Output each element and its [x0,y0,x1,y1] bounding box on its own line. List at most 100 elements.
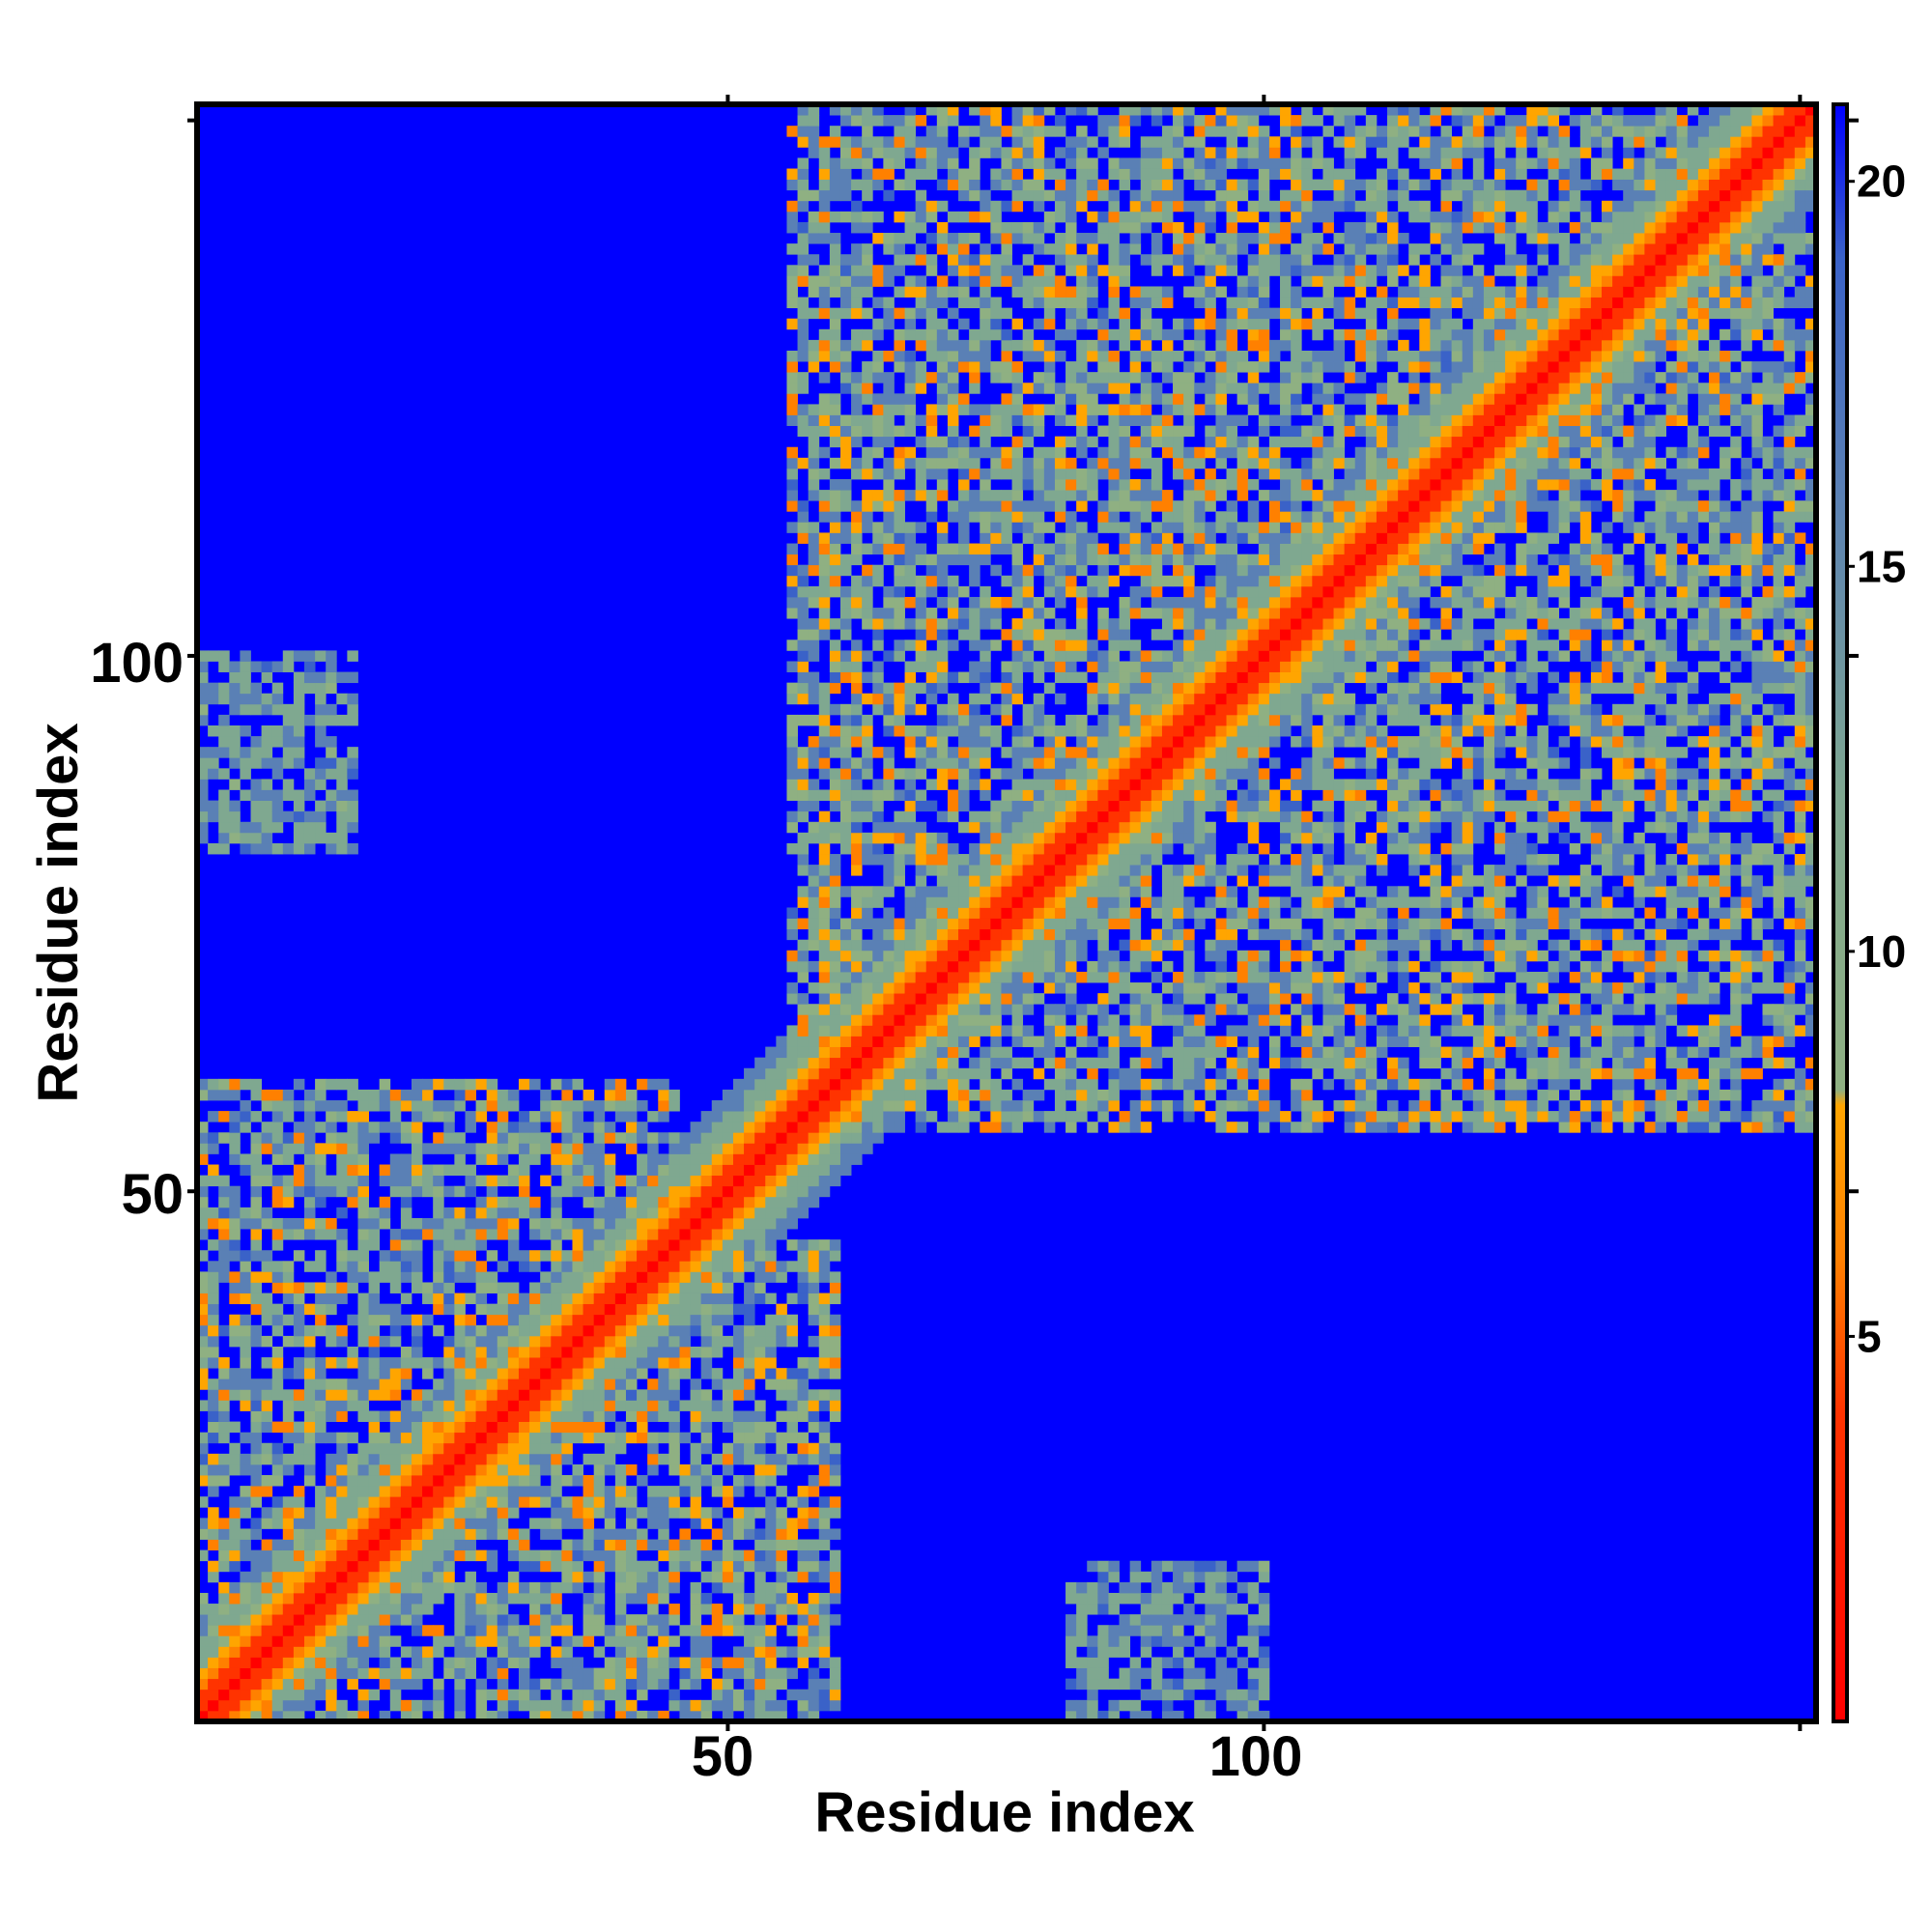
heatmap-cell [529,1646,541,1658]
heatmap-cell [271,1667,284,1680]
heatmap-cell [647,1164,659,1177]
heatmap-cell [722,1496,734,1508]
heatmap-cell [240,1507,251,1519]
heatmap-cell [786,275,798,287]
heatmap-cell [1001,918,1012,930]
heatmap-cell [786,779,798,790]
heatmap-cell [261,693,273,705]
heatmap-cell [839,789,852,801]
heatmap-cell [829,1400,841,1411]
heatmap-cell [336,1410,348,1422]
heatmap-cell [582,1100,595,1112]
heatmap-cell [261,1710,273,1722]
heatmap-cell [839,596,852,609]
heatmap-cell [614,1261,627,1272]
heatmap-cell [818,618,831,630]
heatmap-cell [336,1667,348,1680]
heatmap-cell [947,854,959,866]
heatmap-cell [637,1303,648,1316]
heatmap-cell [518,1293,530,1305]
heatmap-cell [572,1378,583,1390]
heatmap-cell [637,1689,648,1701]
heatmap-cell [293,1571,305,1583]
heatmap-cell [722,1303,734,1316]
heatmap-cell [1043,361,1056,373]
heatmap-cell [326,671,337,684]
heatmap-cell [947,157,959,169]
heatmap-cell [540,1453,552,1465]
heatmap-cell [936,768,949,780]
heatmap-cell [475,1324,488,1337]
heatmap-cell [883,596,895,609]
heatmap-cell [818,1453,831,1465]
heatmap-cell [668,1217,680,1230]
heatmap-cell [744,1667,755,1680]
heatmap-cell [497,1153,509,1165]
heatmap-cell [839,629,852,640]
heatmap-cell [786,350,798,362]
heatmap-cell [400,1496,412,1508]
heatmap-cell [904,1025,917,1037]
heatmap-cell [475,1699,488,1712]
heatmap-cell [947,1036,959,1047]
heatmap-cell [315,1635,327,1647]
heatmap-cell [969,865,980,876]
heatmap-cell [862,564,873,577]
heatmap-cell [411,1335,423,1348]
heatmap-cell [261,1389,273,1401]
heatmap-cell [379,1271,391,1283]
heatmap-cell [786,1518,798,1529]
heatmap-cell [700,1667,713,1680]
heatmap-cell [379,1303,391,1316]
heatmap-cell [475,1282,488,1293]
heatmap-cell [1001,425,1012,438]
heatmap-cell [315,768,327,780]
heatmap-cell [604,1250,616,1262]
heatmap-cell [540,1175,552,1187]
heatmap-cell [1001,800,1012,812]
heatmap-cell [786,1625,798,1636]
heatmap-cell [829,993,841,1005]
heatmap-cell [625,1614,638,1626]
heatmap-cell [765,1625,777,1636]
heatmap-cell [722,1571,734,1583]
heatmap-cell [744,1592,755,1605]
heatmap-cell [614,1335,627,1348]
heatmap-cell [1011,500,1024,512]
heatmap-cell [197,682,209,695]
heatmap-cell [315,1122,327,1133]
heatmap-cell [679,1678,691,1690]
heatmap-cell [540,1314,552,1326]
heatmap-cell [389,1667,402,1680]
heatmap-cell [229,1271,241,1283]
heatmap-cell [765,1507,777,1519]
heatmap-cell [1043,928,1056,941]
heatmap-cell [454,1635,466,1647]
heatmap-cell [582,1486,595,1497]
heatmap-cell [969,1089,980,1101]
heatmap-cell [1011,275,1024,287]
heatmap-cell [658,1217,669,1230]
heatmap-cell [368,1100,381,1112]
heatmap-cell [486,1196,498,1208]
heatmap-cell [357,1667,369,1680]
heatmap-cell [551,1549,562,1562]
heatmap-cell [561,1143,573,1154]
heatmap-cell [839,436,852,448]
heatmap-cell [443,1271,455,1283]
heatmap-cell [518,1528,530,1540]
heatmap-cell [475,1592,488,1605]
heatmap-cell [422,1229,434,1240]
heatmap-cell [829,1132,841,1144]
heatmap-cell [1001,821,1012,834]
heatmap-cell [904,564,917,577]
heatmap-cell [818,1100,831,1112]
heatmap-cell [389,1239,402,1251]
heatmap-cell [315,714,327,726]
heatmap-cell [786,543,798,555]
heatmap-cell [1011,960,1024,973]
heatmap-cell [754,1635,766,1647]
heatmap-cell [776,1303,787,1316]
heatmap-cell [433,1710,444,1722]
heatmap-cell [818,682,831,695]
